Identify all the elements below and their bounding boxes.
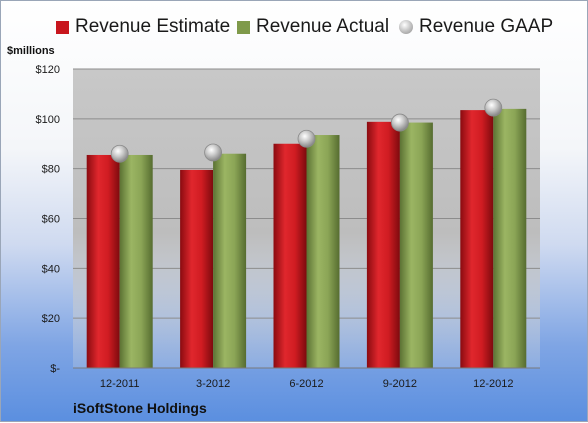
marker-revenue-gaap [204, 143, 223, 162]
y-axis-ticks: $- $20 $40 $60 $80 $100 $120 [36, 64, 61, 375]
y-axis-unit-label: $millions [7, 45, 55, 57]
gaap-markers [110, 98, 503, 163]
bar-revenue-actual [306, 135, 340, 368]
y-tick-label: $80 [42, 164, 60, 176]
legend-label-estimate: Revenue Estimate [75, 16, 231, 37]
marker-revenue-gaap [110, 144, 129, 163]
x-axis-ticks: 12-2011 3-2012 6-2012 9-2012 12-2012 [100, 378, 514, 390]
bar-revenue-actual [493, 108, 527, 368]
legend-label-actual: Revenue Actual [256, 16, 390, 37]
bar-revenue-estimate [180, 169, 214, 368]
y-tick-label: $60 [42, 214, 60, 226]
bar-revenue-actual [119, 154, 153, 368]
legend-item-revenue-actual: Revenue Actual [237, 16, 389, 38]
company-name: iSoftStone Holdings [73, 400, 207, 416]
x-tick-label: 9-2012 [383, 378, 417, 390]
marker-revenue-gaap [297, 129, 316, 148]
bars [86, 108, 527, 369]
legend: Revenue Estimate Revenue Actual Revenue … [1, 1, 588, 51]
x-tick-label: 3-2012 [196, 378, 230, 390]
legend-item-revenue-gaap: Revenue GAAP [399, 16, 553, 38]
legend-marker-gaap [399, 20, 413, 34]
marker-revenue-gaap [390, 113, 409, 132]
legend-swatch-estimate [56, 20, 69, 34]
legend-label-gaap: Revenue GAAP [419, 16, 554, 37]
y-tick-label: $120 [36, 64, 60, 76]
bar-revenue-actual [399, 122, 433, 368]
bar-revenue-estimate [86, 154, 120, 368]
x-tick-label: 12-2011 [100, 378, 140, 390]
bar-revenue-estimate [460, 110, 494, 369]
bar-revenue-estimate [273, 143, 307, 368]
x-tick-label: 12-2012 [473, 378, 513, 390]
marker-revenue-gaap [484, 98, 503, 117]
legend-item-revenue-estimate: Revenue Estimate [56, 16, 230, 38]
y-tick-label: $- [50, 363, 60, 375]
legend-swatch-actual [237, 20, 250, 34]
bar-revenue-estimate [366, 121, 400, 368]
x-tick-label: 6-2012 [289, 378, 323, 390]
y-tick-label: $20 [42, 313, 60, 325]
bar-revenue-actual [213, 153, 247, 368]
y-tick-label: $40 [42, 263, 60, 275]
y-tick-label: $100 [36, 114, 60, 126]
